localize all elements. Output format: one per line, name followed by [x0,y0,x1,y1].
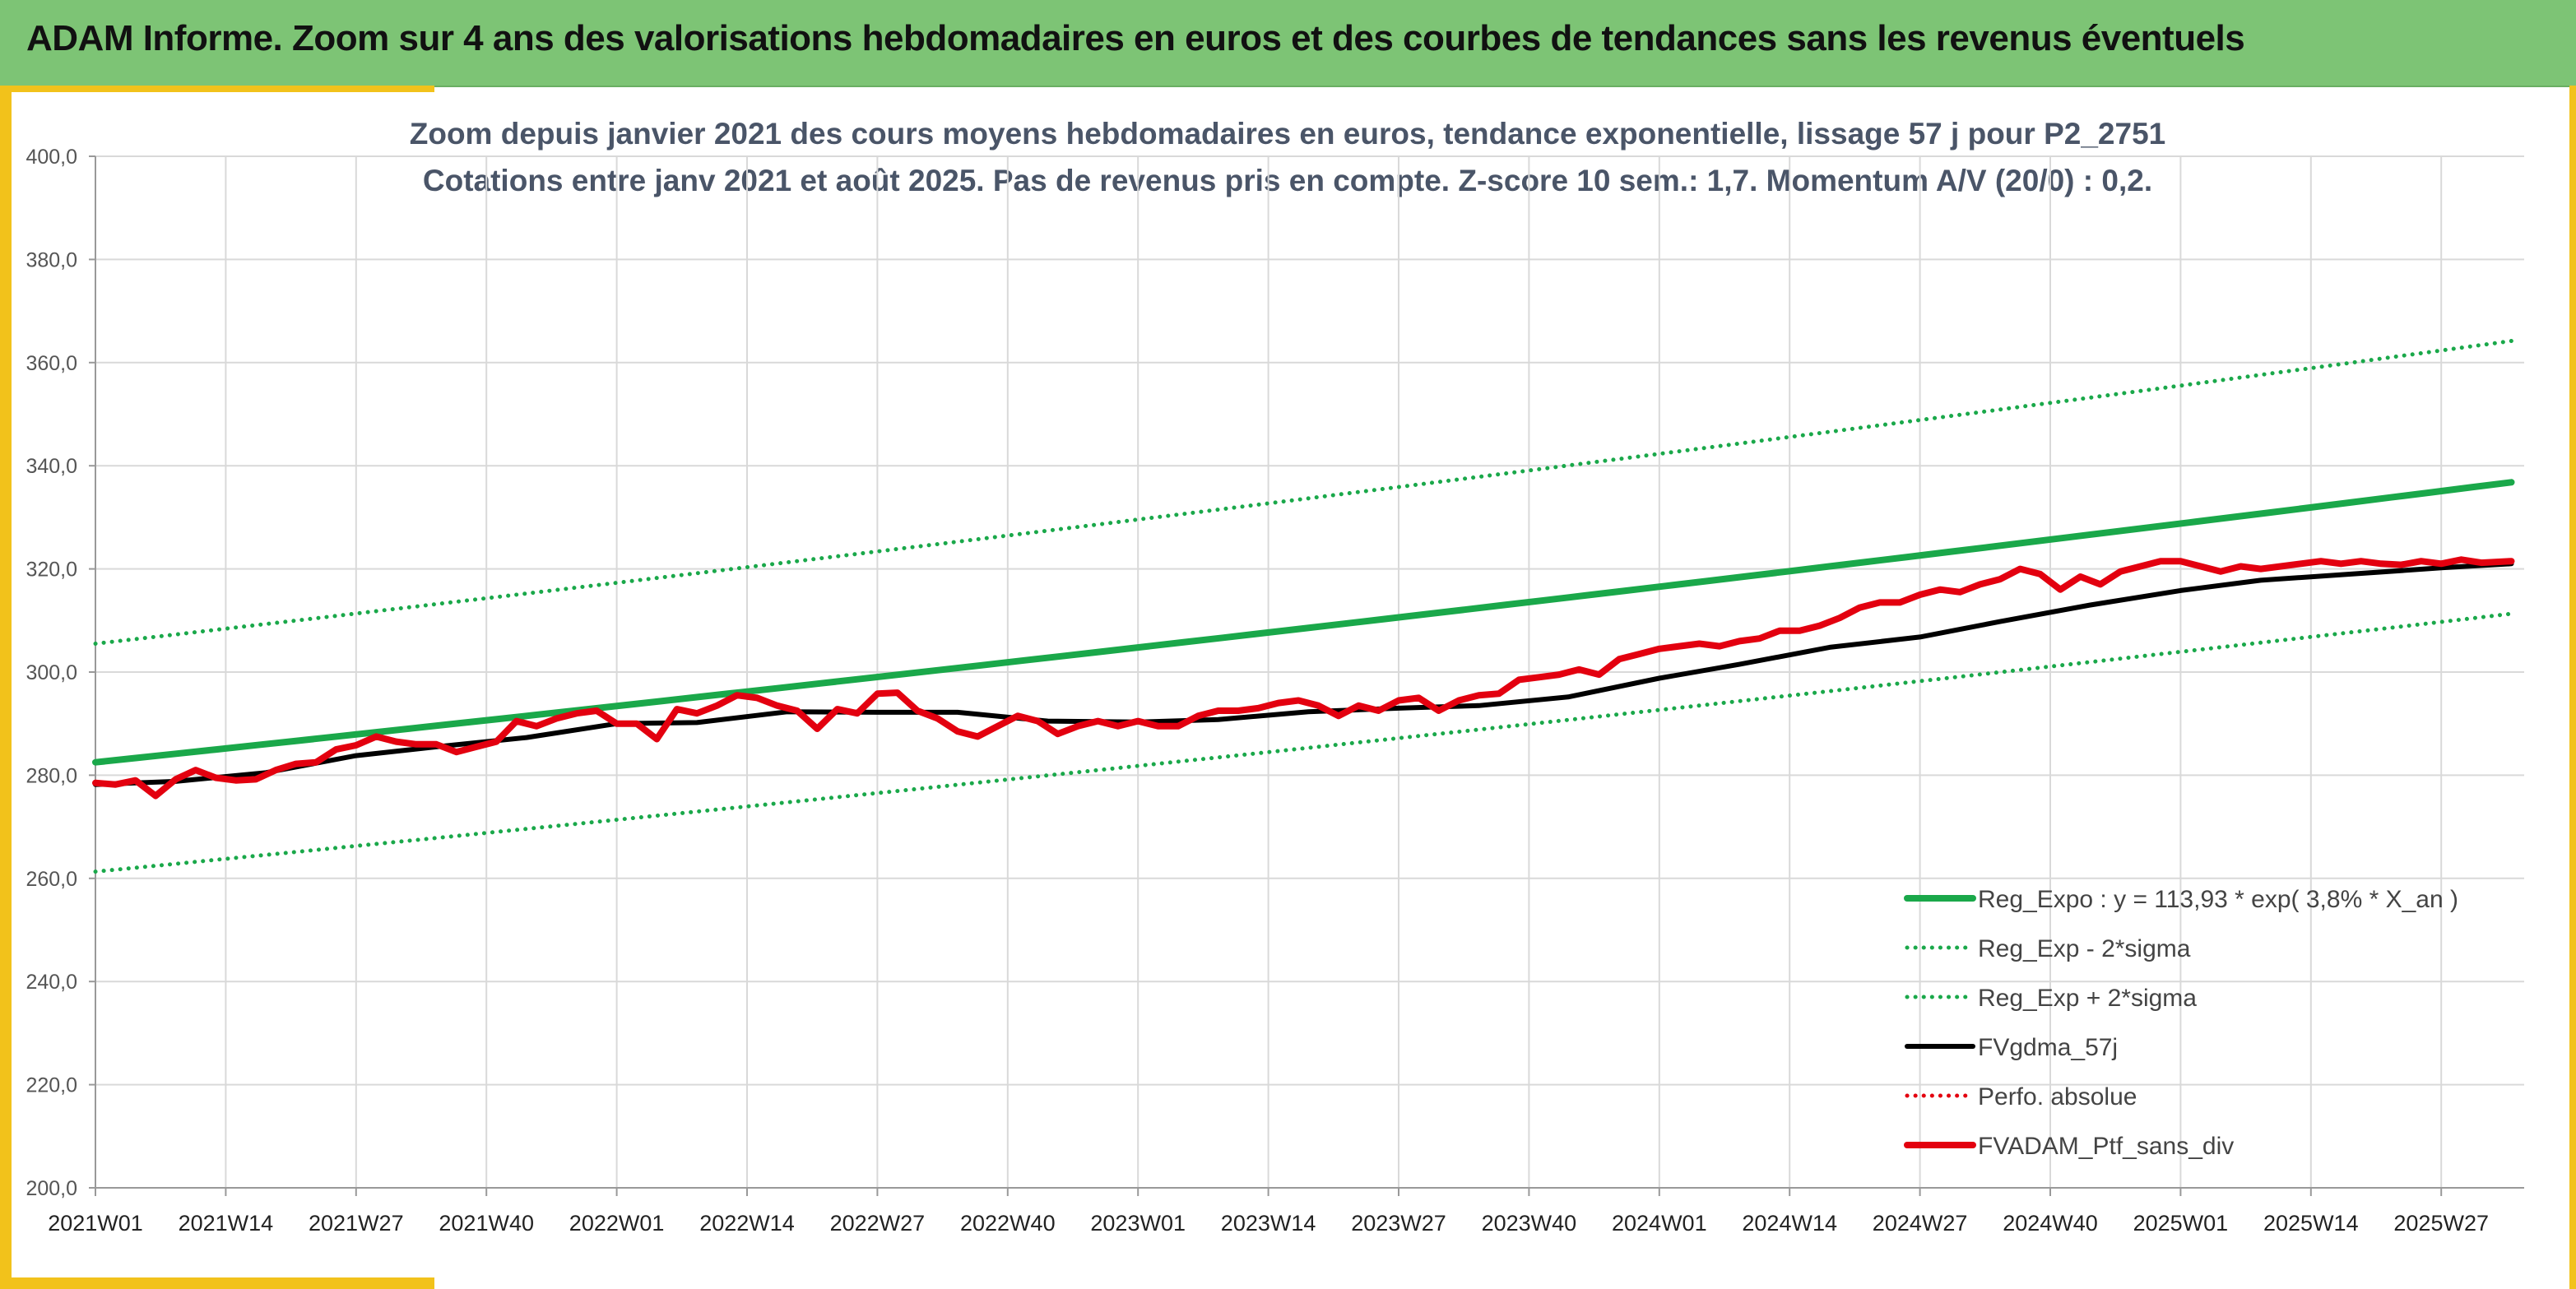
x-tick-label: 2024W27 [1873,1211,1968,1236]
legend-label: Reg_Exp + 2*sigma [1978,985,2197,1012]
y-tick-label: 340,0 [26,455,77,478]
frame-top-accent [0,86,434,92]
y-tick-label: 300,0 [26,661,77,684]
x-tick-label: 2025W14 [2263,1211,2359,1236]
x-tick-label: 2025W01 [2133,1211,2229,1236]
header-banner: ADAM Informe. Zoom sur 4 ans des valoris… [0,0,2576,87]
chart-subtitle-line-1: Zoom depuis janvier 2021 des cours moyen… [410,117,2165,151]
x-tick-label: 2021W27 [309,1211,404,1236]
x-tick-label: 2022W27 [830,1211,926,1236]
y-tick-label: 260,0 [26,868,77,891]
axes: 200,0 220,0 240,0 260,0 280,0 300,0 320,0 340,0… [26,146,2524,1236]
legend-label: FVgdma_57j [1978,1034,2118,1061]
legend-label: Reg_Exp - 2*sigma [1978,935,2191,962]
series-line-reg-exp-2-sigma [93,339,2513,646]
frame-right-border [2569,86,2576,1289]
page-title: ADAM Informe. Zoom sur 4 ans des valoris… [26,18,2245,58]
x-tick-label: 2021W14 [179,1211,274,1236]
x-tick-label: 2021W01 [48,1211,143,1236]
x-tick-label: 2023W40 [1482,1211,1577,1236]
grid [95,155,2524,1188]
x-tick-label: 2021W40 [439,1211,534,1236]
legend: Reg_Expo : y = 113,93 * exp( 3,8% * X_an… [1904,886,2458,1160]
legend-label: FVADAM_Ptf_sans_div [1978,1133,2234,1160]
y-tick-label: 380,0 [26,248,77,271]
series-line-reg-expo-y-113-93-exp-3-8-x-an [92,479,2515,766]
x-tick-label: 2023W14 [1221,1211,1316,1236]
y-tick-label: 240,0 [26,971,77,994]
y-tick-label: 200,0 [26,1177,77,1200]
series-layer [92,339,2515,874]
y-tick-label: 220,0 [26,1074,77,1097]
frame-left-border [0,86,12,1289]
y-tick-label: 320,0 [26,559,77,582]
x-tick-label: 2024W01 [1612,1211,1707,1236]
series-line-fvadam-ptf-sans-div [92,556,2515,800]
x-tick-label: 2023W01 [1090,1211,1186,1236]
x-tick-label: 2022W01 [569,1211,665,1236]
y-tick-label: 360,0 [26,352,77,375]
x-tick-label: 2024W14 [1742,1211,1837,1236]
x-tick-label: 2022W14 [699,1211,795,1236]
x-tick-label: 2024W40 [2003,1211,2098,1236]
y-tick-label: 400,0 [26,146,77,169]
frame-bottom-accent [0,1277,434,1289]
series-line-reg-exp-2-sigma [93,611,2513,874]
x-tick-label: 2025W27 [2393,1211,2489,1236]
x-tick-label: 2022W40 [960,1211,1056,1236]
legend-label: Perfo. absolue [1978,1083,2137,1110]
legend-label: Reg_Expo : y = 113,93 * exp( 3,8% * X_an… [1978,886,2458,913]
y-tick-label: 280,0 [26,764,77,787]
chart-subtitle-line-2: Cotations entre janv 2021 et août 2025. … [423,164,2152,197]
x-tick-label: 2023W27 [1351,1211,1446,1236]
